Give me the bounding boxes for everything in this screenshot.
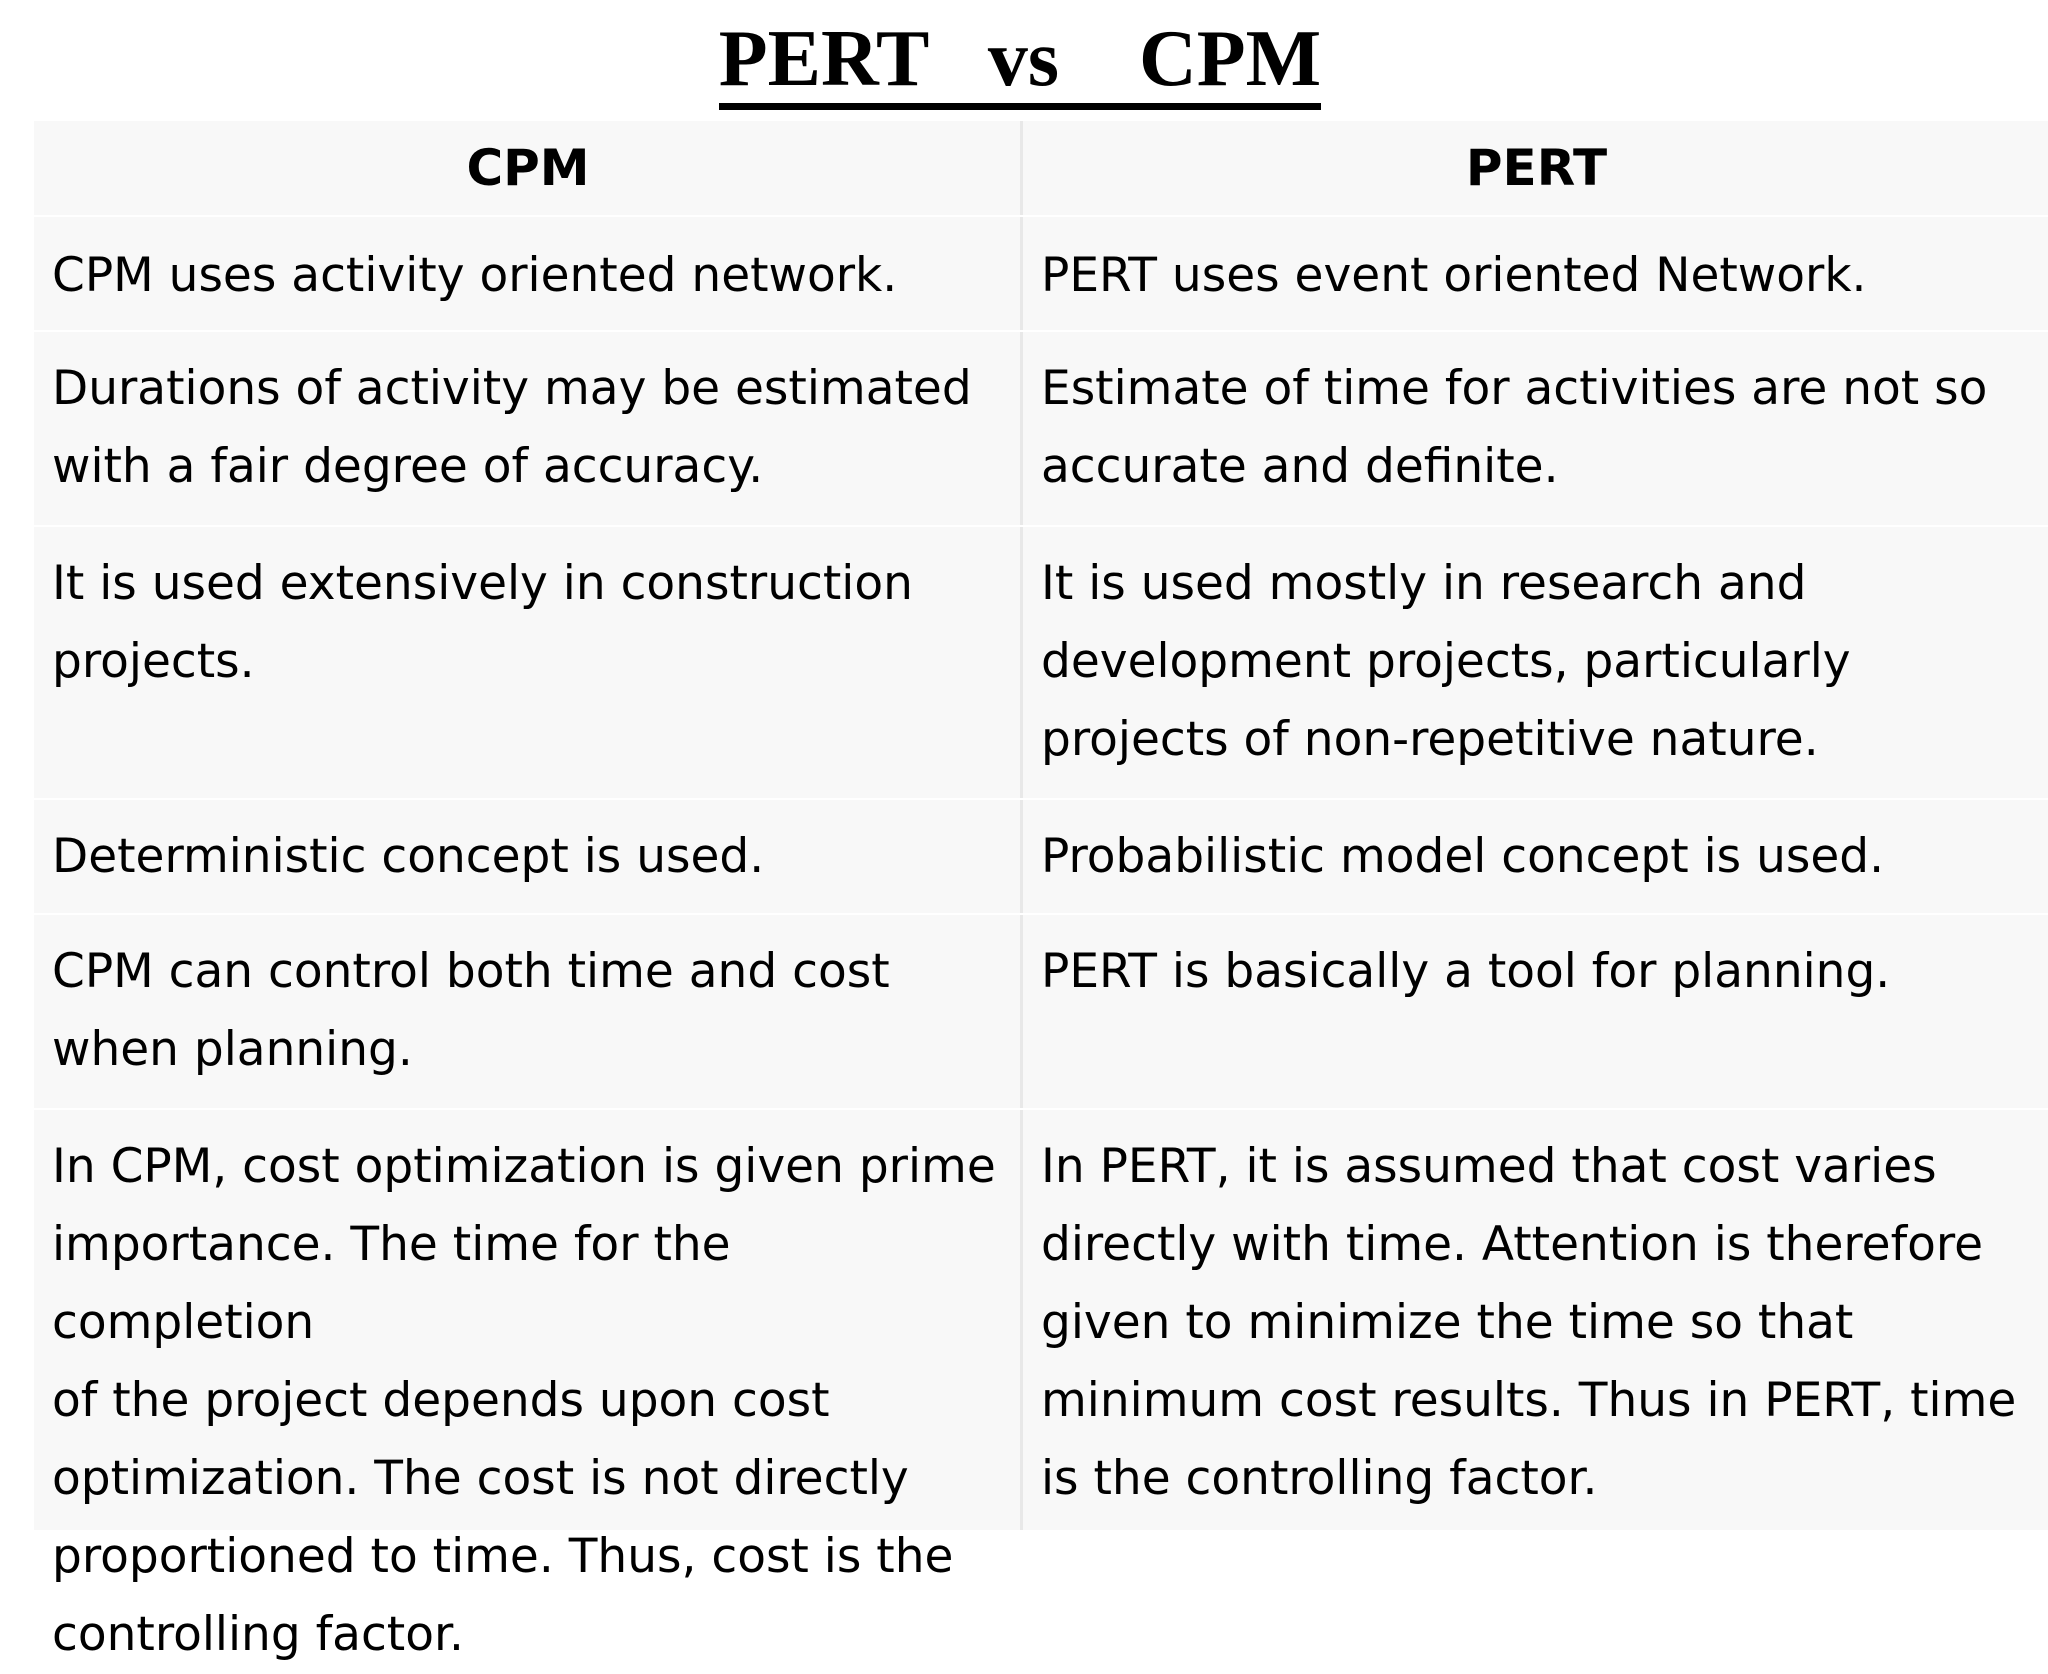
pert-cell: In PERT, it is assumed that cost varies … [1041,1139,2017,1506]
pert-cell: Probabilistic model concept is used. [1041,829,1885,884]
pert-cell: It is used mostly in research and develo… [1041,556,1851,767]
comparison-table: CPM PERT CPM uses activity oriented netw… [34,121,2048,1662]
header-pert: PERT [1465,139,1608,197]
page-title: PERT vs CPM [0,14,2040,110]
cpm-cell: Deterministic concept is used. [34,800,1023,913]
cpm-cell: CPM uses activity oriented network. [34,217,1023,330]
table-row: CPM can control both time and cost when … [34,915,2048,1110]
page-title-text: PERT vs CPM [718,15,1322,110]
table-row: It is used extensively in construction p… [34,527,2048,800]
pert-cell: Estimate of time for activities are not … [1041,361,1988,494]
header-cpm: CPM [34,121,1023,215]
cpm-cell: It is used extensively in construction p… [34,527,1023,798]
pert-cell: PERT is basically a tool for planning. [1041,944,1891,999]
cpm-cell: CPM can control both time and cost when … [34,915,1023,1108]
table-row: CPM uses activity oriented network. PERT… [34,217,2048,332]
table-header-row: CPM PERT [34,121,2048,217]
table-row: Deterministic concept is used. Probabili… [34,800,2048,915]
pert-cell: PERT uses event oriented Network. [1041,248,1867,303]
cpm-cell: In CPM, cost optimization is given prime… [34,1110,1023,1662]
table-row: Durations of activity may be estimated w… [34,332,2048,527]
cpm-cell: Durations of activity may be estimated w… [34,332,1023,525]
table-row: In CPM, cost optimization is given prime… [34,1110,2048,1662]
